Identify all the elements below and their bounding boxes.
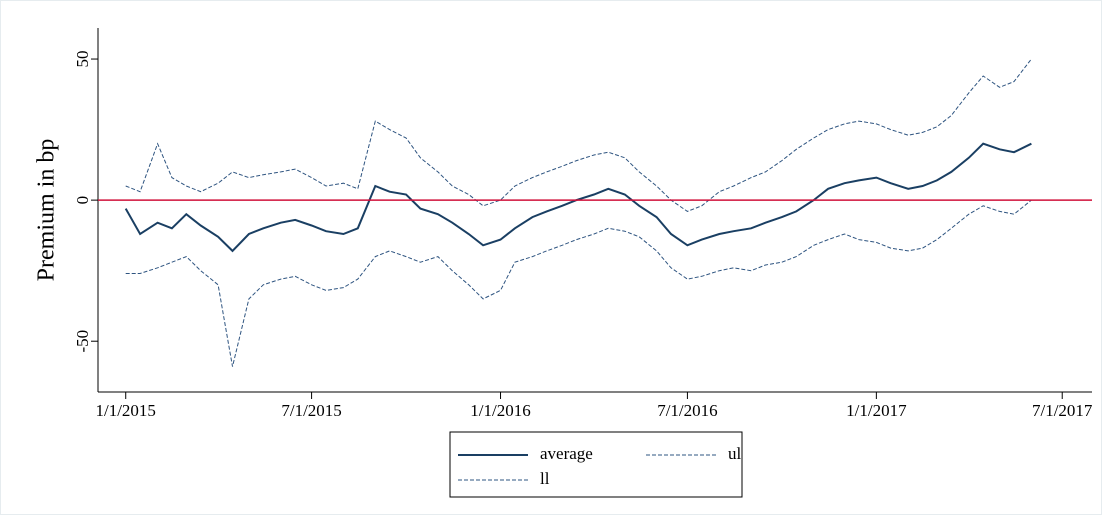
series-line xyxy=(125,58,1032,212)
y-tick-label: 0 xyxy=(73,196,92,205)
series-line xyxy=(125,199,1032,367)
x-tick-label: 1/1/2016 xyxy=(470,401,530,420)
x-tick-label: 7/1/2016 xyxy=(657,401,717,420)
x-tick-label: 7/1/2015 xyxy=(281,401,341,420)
legend-label: ul xyxy=(728,444,742,463)
legend xyxy=(449,431,743,498)
y-tick-label: 50 xyxy=(73,51,92,68)
y-axis-label: Premium in bp xyxy=(34,139,60,282)
x-tick-label: 1/1/2017 xyxy=(846,401,907,420)
x-tick-label: 1/1/2015 xyxy=(95,401,155,420)
legend-label: average xyxy=(540,444,593,463)
y-tick-label: -50 xyxy=(73,330,92,353)
legend-label: ll xyxy=(540,469,550,488)
x-tick-label: 7/1/2017 xyxy=(1032,401,1093,420)
